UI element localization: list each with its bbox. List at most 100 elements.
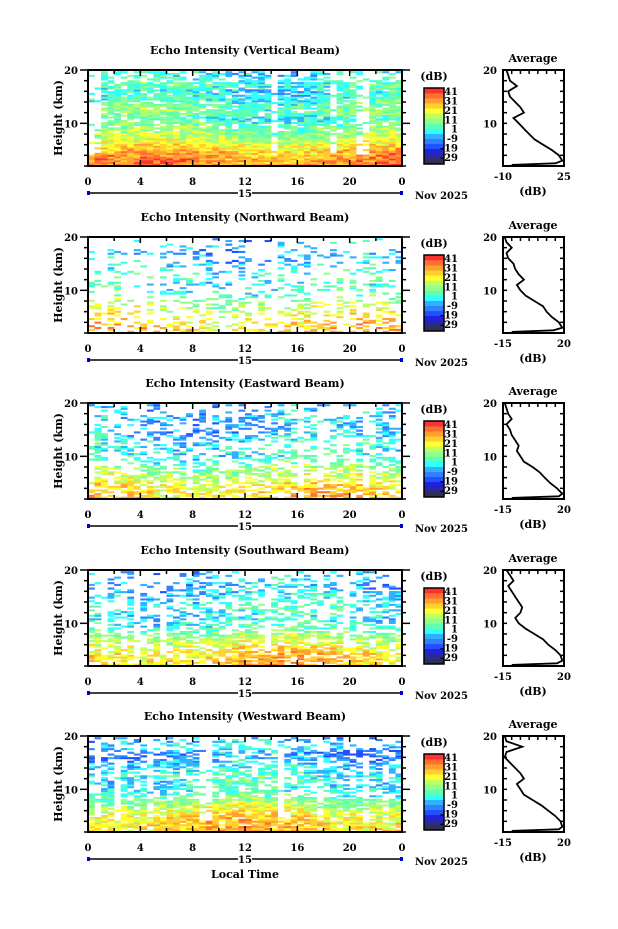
- heatmap-cell: [107, 123, 115, 126]
- heatmap-cell: [199, 123, 206, 126]
- heatmap-cell: [271, 120, 278, 123]
- heatmap-cell: [231, 73, 239, 76]
- heatmap-cell: [369, 279, 377, 282]
- heatmap-cell: [192, 132, 200, 135]
- heatmap-cell: [277, 254, 285, 257]
- heatmap-cell: [297, 638, 305, 641]
- heatmap-cell: [101, 136, 108, 139]
- heatmap-cell: [166, 147, 174, 150]
- heatmap-cell: [120, 660, 128, 663]
- heatmap-cell: [179, 574, 187, 577]
- heatmap-cell: [218, 471, 226, 474]
- heatmap-cell: [245, 596, 252, 599]
- heatmap-cell: [140, 473, 148, 476]
- heatmap-cell: [173, 161, 180, 164]
- heatmap-cell: [356, 453, 363, 456]
- heatmap-cell: [192, 485, 200, 488]
- heatmap-cell: [356, 85, 363, 88]
- heatmap-cell: [160, 658, 167, 661]
- heatmap-cell: [284, 647, 292, 650]
- heatmap-cell: [114, 132, 121, 135]
- heatmap-cell: [218, 114, 226, 117]
- colorbar-tick-label: 21: [444, 439, 458, 450]
- heatmap-cell: [310, 491, 318, 494]
- heatmap-cell: [284, 118, 292, 121]
- heatmap-cell: [264, 158, 272, 161]
- heatmap-cell: [205, 94, 213, 97]
- heatmap-cell: [388, 433, 396, 436]
- heatmap-cell: [238, 645, 246, 648]
- heatmap-cell: [146, 641, 154, 644]
- heatmap-cell: [297, 147, 305, 150]
- heatmap-cell: [245, 649, 252, 652]
- heatmap-cell: [336, 494, 344, 497]
- heatmap-cell: [101, 444, 108, 447]
- heatmap-cell: [192, 143, 200, 146]
- heatmap-cell: [225, 107, 233, 110]
- heatmap-cell: [166, 447, 174, 450]
- heatmap-cell: [284, 484, 292, 487]
- heatmap-cell: [114, 591, 121, 594]
- heatmap-cell: [166, 623, 174, 626]
- heatmap-cell: [258, 658, 265, 661]
- heatmap-cell: [290, 618, 298, 621]
- heatmap-cell: [225, 447, 233, 450]
- heatmap-cell: [323, 89, 331, 92]
- heatmap-cell: [186, 141, 193, 144]
- heatmap-cell: [323, 636, 331, 639]
- heatmap-cell: [310, 278, 318, 281]
- heatmap-cell: [336, 474, 344, 477]
- heatmap-cell: [349, 89, 357, 92]
- heatmap-cell: [146, 321, 154, 324]
- heatmap-cell: [146, 89, 154, 92]
- heatmap-cell: [127, 109, 135, 112]
- heatmap-cell: [310, 283, 318, 286]
- heatmap-cell: [199, 640, 206, 643]
- heatmap-cell: [101, 435, 108, 438]
- heatmap-cell: [330, 589, 337, 592]
- heatmap-cell: [166, 487, 174, 490]
- heatmap-cell: [323, 94, 331, 97]
- heatmap-cell: [388, 89, 396, 92]
- heatmap-cell: [212, 618, 220, 621]
- heatmap-cell: [343, 482, 350, 485]
- heatmap-cell: [94, 147, 102, 150]
- heatmap-cell: [101, 160, 108, 163]
- heatmap-cell: [388, 327, 396, 330]
- heatmap-cell: [238, 263, 246, 266]
- heatmap-cell: [264, 98, 272, 101]
- heatmap-cell: [258, 458, 265, 461]
- heatmap-cell: [356, 435, 363, 438]
- heatmap-cell: [303, 634, 311, 637]
- heatmap-cell: [297, 625, 305, 628]
- heatmap-cell: [245, 623, 252, 626]
- heatmap-cell: [199, 415, 206, 418]
- heatmap-cell: [349, 469, 357, 472]
- heatmap-cell: [120, 143, 128, 146]
- heatmap-cell: [225, 623, 233, 626]
- heatmap-cell: [258, 474, 265, 477]
- heatmap-cell: [225, 453, 233, 456]
- heatmap-cell: [101, 76, 108, 79]
- heatmap-cell: [186, 143, 193, 146]
- heatmap-cell: [303, 76, 311, 79]
- heatmap-cell: [212, 627, 220, 630]
- heatmap-cell: [225, 607, 233, 610]
- heatmap-cell: [356, 640, 363, 643]
- heatmap-cell: [120, 491, 128, 494]
- heatmap-cell: [375, 308, 383, 311]
- heatmap-cell: [290, 323, 298, 326]
- heatmap-cell: [199, 281, 206, 284]
- heatmap-cell: [179, 612, 187, 615]
- heatmap-cell: [395, 127, 403, 130]
- heatmap-cell: [114, 649, 121, 652]
- heatmap-cell: [323, 485, 331, 488]
- heatmap-cell: [303, 603, 311, 606]
- heatmap-cell: [388, 325, 396, 328]
- heatmap-cell: [107, 160, 115, 163]
- heatmap-cell: [303, 125, 311, 128]
- heatmap-cell: [225, 136, 233, 139]
- heatmap-cell: [153, 473, 161, 476]
- heatmap-cell: [323, 592, 331, 595]
- heatmap-cell: [297, 325, 305, 328]
